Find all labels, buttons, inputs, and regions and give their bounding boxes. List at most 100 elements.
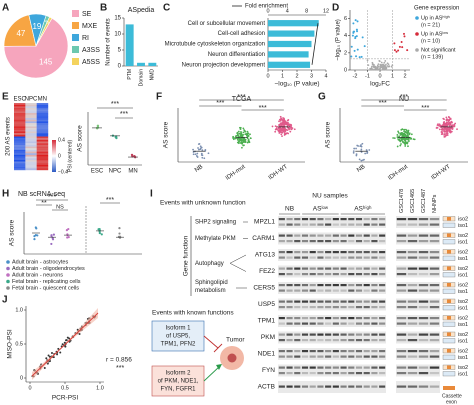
dot [405,142,407,145]
dot [290,128,293,131]
band [294,372,301,375]
band [379,385,386,388]
band [286,218,293,221]
tick-label: 12 [323,8,329,14]
band [309,339,316,342]
dot [278,123,281,126]
heatmap-cell [36,111,49,114]
band [294,355,301,358]
heatmap-cell [36,148,49,151]
band [340,339,347,342]
band [286,322,293,325]
dot [286,132,289,134]
dot [449,117,452,120]
dot [402,32,405,35]
slice-value: 4 [45,19,48,24]
tick-label: 6 [344,16,347,22]
gel [396,298,440,311]
band [396,350,407,353]
band [407,234,418,237]
inhibit-bar [213,343,223,353]
band [355,223,363,226]
band [371,273,378,276]
band [355,355,363,358]
dot [406,134,409,137]
legend-text: A5SS [82,59,100,66]
band [379,322,386,325]
band [325,355,332,358]
band [325,306,332,309]
band [309,273,316,276]
heatmap-cell [14,116,26,119]
label: Fold enrichment [245,4,288,10]
heatmap-cell [14,134,26,137]
gel [396,381,440,393]
band [379,317,386,320]
label: NS [56,204,64,210]
bar [268,51,309,58]
band [371,317,378,320]
dot [45,357,48,360]
band [317,284,324,287]
label: *** [48,194,56,201]
dot [236,138,239,141]
dot [384,60,387,62]
band [429,339,440,342]
band [348,306,355,309]
heatmap-cell [25,164,37,167]
heatmap-cell [36,138,49,141]
label: Isoform 1 [165,326,191,332]
band [363,300,370,303]
label: Adult brain - neurons [12,272,63,278]
label: NMD [150,69,156,81]
heatmap-cell [25,109,37,112]
heatmap-cell [14,103,26,105]
label: iso2 [458,365,468,371]
dot [239,134,242,137]
label: metabolism [195,288,226,294]
dot [241,146,243,149]
dot [51,238,55,241]
band [301,267,309,270]
dot [445,128,447,131]
heatmap-cell [36,158,49,161]
band [294,333,301,336]
dot [367,64,370,67]
band [348,267,355,270]
band [348,289,355,292]
dot [393,42,396,45]
band [278,289,285,292]
band [332,385,339,388]
band [317,240,324,243]
dot [197,147,199,149]
band [355,317,363,320]
dot [397,130,400,133]
band [348,240,355,243]
label: Adult brain - astrocytes [12,259,68,265]
band [379,284,386,287]
band [340,372,347,375]
dot [412,138,415,141]
heatmap-cell [36,121,49,124]
heatmap-cell [25,148,37,151]
heatmap-cell [36,118,49,120]
dot [368,149,371,151]
band [286,300,293,303]
band [294,339,301,342]
dot [371,68,374,71]
band [309,372,316,375]
dot [360,55,363,58]
band [317,267,324,270]
label: CERS5 [253,285,275,292]
band [348,366,355,369]
dot [385,63,387,66]
band [294,385,301,388]
band [325,289,332,292]
band [407,240,418,243]
heatmap-cell [36,156,49,159]
band [396,223,407,226]
band [371,218,378,221]
band [340,223,347,226]
band [407,300,418,303]
band [317,218,324,221]
